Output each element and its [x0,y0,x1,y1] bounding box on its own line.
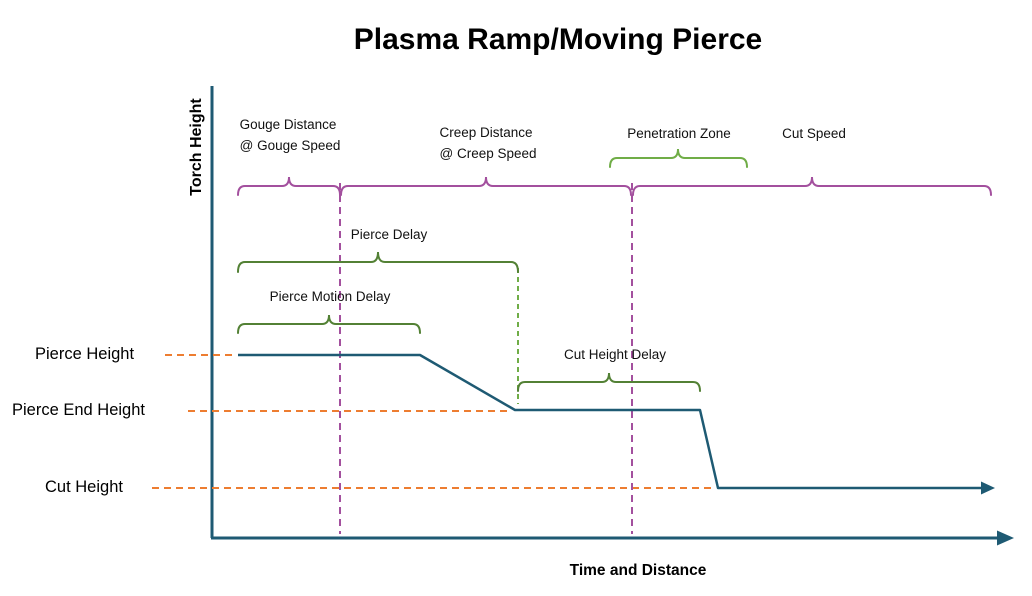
creep-distance-line2: @ Creep Speed [439,146,537,161]
x-axis-arrowhead [997,530,1014,546]
pierce-end-height-label: Pierce End Height [12,401,145,419]
y-axis-label: Torch Height [188,98,205,196]
creep-distance-line1: Creep Distance [439,125,533,140]
cut-height-delay-brace [517,372,701,392]
page-title: Plasma Ramp/Moving Pierce [353,23,763,56]
pierce-motion-delay-label: Pierce Motion Delay [269,289,391,304]
cut-speed-brace [632,176,992,196]
creep-distance-label: Creep Distance @ Creep Speed [439,122,536,164]
gouge-distance-line1: Gouge Distance [239,117,337,132]
torch-height-profile-line [238,353,983,490]
penetration-zone-brace [609,148,748,168]
gouge-distance-line2: @ Gouge Speed [239,138,341,153]
penetration-zone-label: Penetration Zone [627,126,731,141]
cut-speed-label: Cut Speed [782,126,846,141]
profile-arrowhead [981,481,995,495]
cut-height-label: Cut Height [45,478,123,496]
cut-height-delay-label: Cut Height Delay [563,347,667,362]
gouge-distance-brace [237,176,341,196]
x-axis-label: Time and Distance [569,562,707,579]
pierce-delay-label: Pierce Delay [350,227,428,242]
pierce-motion-delay-brace [237,314,421,334]
pierce-delay-brace [237,251,519,273]
creep-distance-brace [340,176,632,196]
gouge-distance-label: Gouge Distance @ Gouge Speed [240,114,341,156]
pierce-height-label: Pierce Height [35,345,135,363]
